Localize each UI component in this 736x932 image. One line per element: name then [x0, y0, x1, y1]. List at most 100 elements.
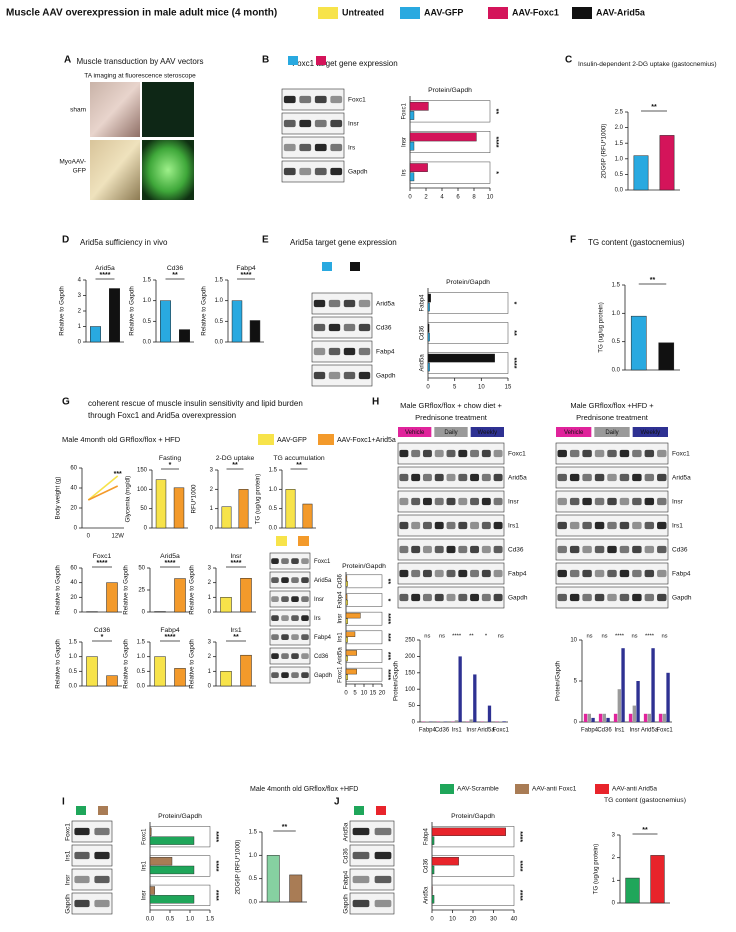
y-tick-label: 1.0	[269, 487, 278, 493]
blot-band	[399, 473, 409, 482]
chart-title: Protein/Gapdh	[451, 813, 495, 820]
bar	[469, 719, 473, 722]
blot-band	[607, 521, 617, 530]
blot-band	[657, 545, 667, 554]
blot-band	[434, 497, 444, 506]
blot-frame	[349, 868, 395, 891]
blot-band	[291, 577, 299, 583]
y-tick-label: 50	[140, 506, 147, 512]
x-tick-label: 0	[87, 534, 91, 540]
blot-label: Irs1	[508, 523, 519, 530]
chart-title: Fabp4	[236, 265, 255, 272]
bar	[249, 320, 261, 343]
category-label: Insr	[402, 137, 408, 147]
blot-band	[343, 371, 356, 380]
blot-label: Insr	[672, 499, 684, 506]
legend-swatch	[398, 427, 432, 437]
bar	[174, 578, 186, 613]
blot-band	[299, 95, 312, 104]
blot-band	[594, 521, 605, 530]
bar	[345, 581, 348, 587]
y-tick-label: 2	[612, 855, 616, 861]
y-tick-label: 1.0	[143, 298, 152, 304]
blot-label: Cd36	[672, 547, 688, 554]
blot-band	[281, 596, 289, 602]
blot-band	[569, 521, 580, 530]
blot-band	[313, 299, 326, 308]
blot-band	[271, 596, 279, 602]
panel-letter: F	[570, 235, 576, 246]
x-tick-label: 1.0	[186, 917, 195, 923]
blot-band	[632, 497, 642, 506]
blot-label: Insr	[348, 121, 360, 128]
significance: ***	[384, 633, 391, 641]
blot-label: Insr	[508, 499, 520, 506]
y-tick-label: 0.0	[615, 188, 624, 194]
y-axis-label: Relative to Gapdh	[123, 565, 130, 615]
y-tick-label: 0.0	[137, 684, 146, 690]
blot-band	[301, 634, 309, 640]
category-label: Foxc1	[402, 103, 408, 120]
blot-band	[399, 569, 409, 578]
blot-band	[632, 473, 642, 482]
y-tick-label: 0.5	[215, 319, 224, 325]
legend-label: Weekly	[641, 430, 661, 436]
legend-label: Vehicle	[405, 430, 425, 436]
chart-title: Protein/Gapdh	[428, 87, 472, 94]
blot-band	[607, 449, 617, 458]
bar	[487, 705, 492, 722]
group-swatch	[298, 536, 309, 546]
significance: ****	[212, 861, 219, 872]
blot-band	[281, 653, 289, 659]
blot-band	[343, 299, 356, 308]
y-tick-label: 200	[405, 654, 416, 660]
bar	[484, 721, 488, 722]
y-tick-label: 0.5	[143, 319, 152, 325]
panel-subtitle: TA imaging at fluorescence steroscope	[84, 73, 196, 80]
line	[87, 475, 119, 501]
bar	[345, 674, 348, 680]
x-tick-label: Insr	[629, 728, 639, 734]
bar	[431, 865, 435, 875]
y-tick-label: 0.0	[269, 526, 278, 532]
y-tick-label: 25	[138, 588, 145, 594]
y-tick-label: 1.0	[615, 156, 624, 162]
blot-band	[283, 95, 296, 104]
blot-band	[446, 449, 456, 458]
blot-band	[422, 569, 432, 578]
y-axis-label: Relative to Gapdh	[55, 639, 62, 689]
bar	[409, 163, 428, 172]
x-tick-label: 30	[490, 917, 497, 923]
blot-band	[557, 497, 567, 506]
blot-band	[358, 323, 371, 332]
chart-title: Cd36	[167, 265, 183, 272]
y-tick-label: 1.5	[249, 830, 258, 836]
blot-band	[569, 449, 580, 458]
y-tick-label: 0.5	[269, 506, 278, 512]
legend-swatch	[515, 784, 529, 794]
y-tick-label: 3	[208, 640, 212, 646]
blot-band	[569, 497, 580, 506]
y-tick-label: 40	[70, 580, 77, 586]
blot-band	[328, 323, 341, 332]
significance: **	[650, 277, 656, 284]
bar	[345, 618, 348, 624]
x-tick-label: 20	[470, 917, 477, 923]
significance-bracket	[431, 884, 515, 906]
y-tick-label: 50	[408, 703, 415, 709]
legend-swatch	[258, 434, 274, 445]
significance-bracket	[427, 322, 509, 344]
x-tick-label: Foxc1	[492, 728, 509, 734]
blot-band	[301, 596, 309, 602]
blot-band	[632, 593, 642, 602]
blot-label: Irs	[314, 616, 321, 622]
y-tick-label: 0	[412, 720, 416, 726]
blot-band	[481, 473, 491, 482]
bar	[149, 865, 195, 875]
blot-band	[582, 449, 592, 458]
y-tick-label: 0.5	[249, 876, 258, 882]
category-label: Insr	[338, 614, 344, 624]
y-tick-label: 0	[78, 340, 82, 346]
bar	[149, 886, 156, 895]
blot-band	[299, 167, 312, 176]
